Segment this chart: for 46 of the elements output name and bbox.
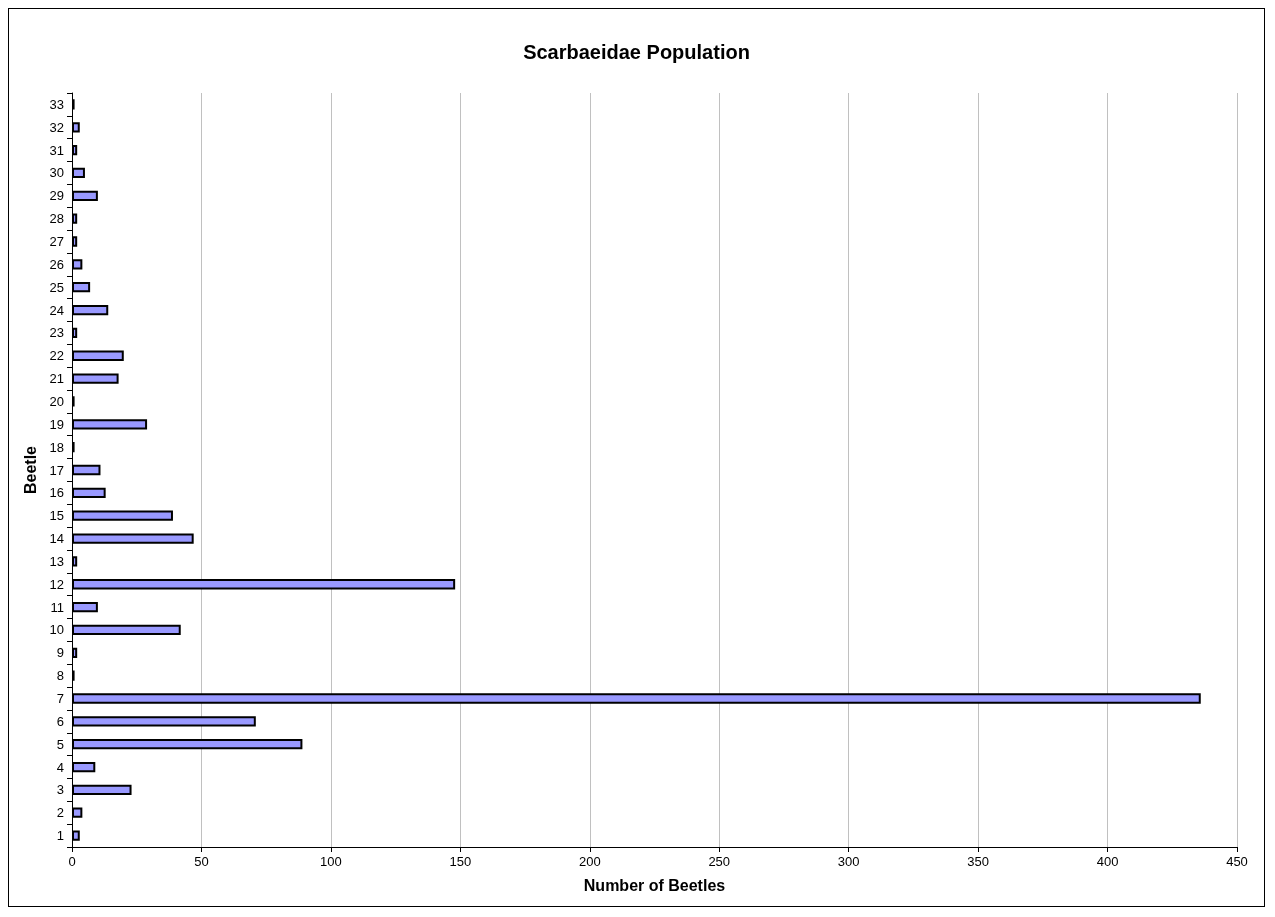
y-tick-label: 16 (49, 485, 64, 501)
y-tick-label: 2 (56, 805, 64, 821)
y-tick-label: 33 (49, 96, 64, 112)
y-tick-label: 31 (49, 142, 64, 158)
y-tick-label: 11 (50, 599, 64, 615)
y-tick-label: 7 (56, 690, 64, 706)
y-tick-label: 29 (49, 188, 64, 204)
y-tick-label: 18 (49, 439, 64, 455)
y-tick-label: 21 (49, 371, 64, 387)
x-tick-label: 150 (449, 854, 472, 869)
y-tick-label: 22 (49, 348, 64, 364)
y-tick-label: 12 (49, 576, 64, 592)
x-tick-label: 300 (837, 854, 860, 869)
x-tick-label: 100 (320, 854, 342, 869)
y-tick-label: 10 (49, 622, 64, 638)
y-tick-label: 3 (56, 782, 64, 798)
x-tick-label: 350 (967, 854, 989, 869)
y-axis-title: Beetle (22, 445, 40, 495)
y-tick-label: 17 (49, 462, 64, 478)
y-tick-label: 23 (49, 325, 64, 341)
y-tick-label: 6 (56, 713, 64, 729)
x-tick-label: 0 (68, 854, 76, 869)
y-tick-label: 32 (49, 119, 64, 135)
y-tick-label: 5 (56, 736, 64, 752)
y-tick-label: 27 (49, 234, 64, 250)
y-tick-label: 14 (49, 531, 64, 547)
y-tick-label: 26 (49, 256, 64, 272)
x-tick-label: 200 (578, 854, 601, 869)
y-tick-label: 9 (56, 645, 64, 661)
y-tick-label: 1 (56, 828, 64, 844)
x-tick-label: 450 (1226, 854, 1248, 869)
y-tick-label: 13 (49, 553, 64, 569)
y-tick-label: 15 (49, 508, 64, 524)
y-tick-label: 28 (49, 211, 64, 227)
chart-title: Scarbaeidae Population (523, 41, 750, 63)
y-tick-label: 20 (49, 393, 64, 409)
x-tick-label: 50 (194, 854, 209, 869)
x-tick-label: 250 (708, 854, 731, 869)
y-tick-label: 30 (49, 165, 64, 181)
x-tick-label: 400 (1096, 854, 1119, 869)
y-tick-label: 4 (56, 759, 64, 775)
y-tick-label: 19 (49, 416, 64, 432)
x-axis-title: Number of Beetles (583, 876, 726, 894)
y-tick-label: 24 (49, 302, 64, 318)
y-tick-label: 8 (56, 668, 64, 684)
y-tick-label: 25 (49, 279, 64, 295)
